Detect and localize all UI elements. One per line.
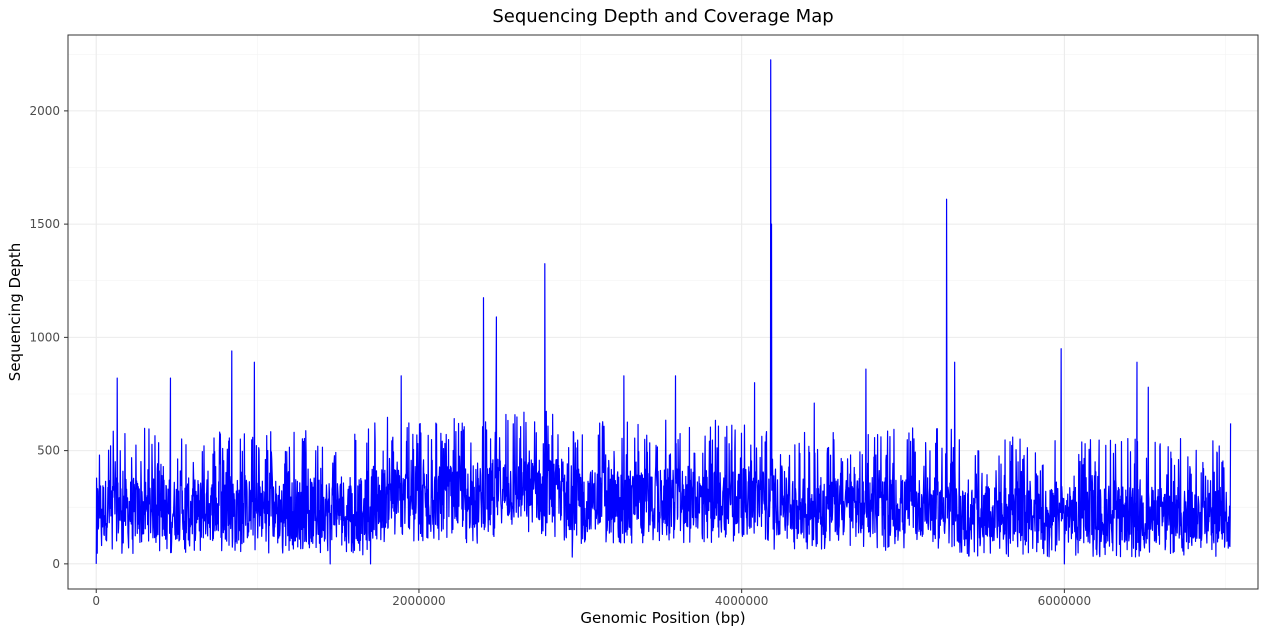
x-tick-label: 0	[92, 594, 100, 608]
y-axis: 0 500 1000 1500 2000	[29, 104, 68, 571]
x-tick-label: 6000000	[1038, 594, 1091, 608]
depth-series	[95, 59, 1232, 565]
y-tick-label: 0	[52, 557, 60, 571]
y-tick-label: 500	[37, 444, 60, 458]
y-tick-label: 1500	[29, 217, 60, 231]
y-tick-label: 2000	[29, 104, 60, 118]
x-axis: 0 2000000 4000000 6000000	[92, 589, 1091, 608]
depth-line	[95, 59, 1232, 565]
x-tick-label: 2000000	[392, 594, 445, 608]
plot-border	[67, 34, 1259, 590]
y-axis-title: Sequencing Depth	[6, 243, 24, 381]
x-axis-title: Genomic Position (bp)	[580, 609, 745, 627]
chart-title: Sequencing Depth and Coverage Map	[492, 6, 833, 27]
y-tick-label: 1000	[29, 330, 60, 344]
x-tick-label: 4000000	[715, 594, 768, 608]
